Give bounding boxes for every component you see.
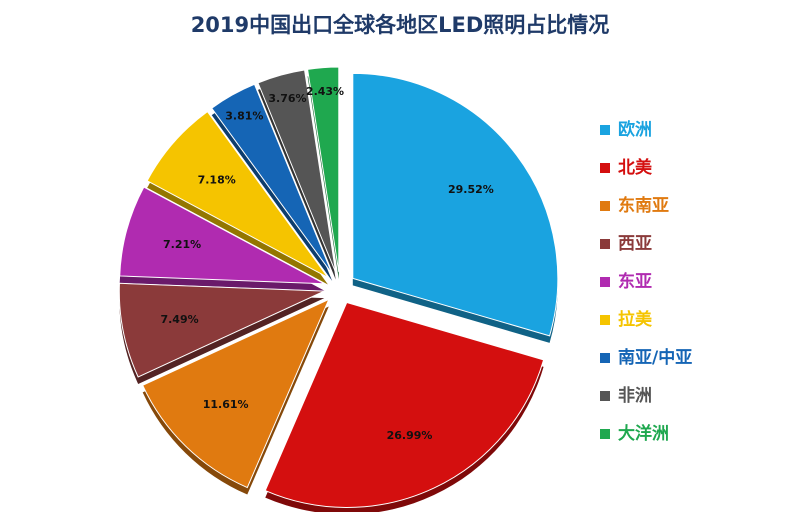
slice — [264, 301, 545, 508]
legend-label: 欧洲 — [618, 119, 652, 140]
legend-swatch — [600, 353, 610, 363]
slice — [307, 66, 340, 273]
legend-label: 拉美 — [618, 309, 653, 330]
slice — [352, 72, 559, 337]
slice — [118, 282, 325, 378]
legend-label: 大洋洲 — [618, 423, 669, 444]
legend-swatch — [600, 239, 610, 249]
legend-label: 非洲 — [618, 385, 652, 406]
value-label: 11.61% — [203, 398, 249, 411]
value-label: 7.49% — [160, 313, 198, 326]
value-label: 7.18% — [198, 174, 236, 187]
value-label: 7.21% — [163, 238, 201, 251]
legend-label: 南亚/中亚 — [618, 347, 692, 368]
legend-label: 北美 — [618, 157, 653, 178]
legend-swatch — [600, 163, 610, 173]
value-label: 3.76% — [268, 92, 306, 105]
value-label: 2.43% — [306, 85, 344, 98]
legend-label: 东南亚 — [618, 195, 669, 216]
chart-title: 2019中国出口全球各地区LED照明占比情况 — [191, 13, 610, 37]
legend-swatch — [600, 125, 610, 135]
slice — [142, 298, 330, 489]
legend-swatch — [600, 391, 610, 401]
legend-swatch — [600, 315, 610, 325]
value-label: 26.99% — [387, 429, 433, 442]
legend-label: 西亚 — [618, 234, 652, 254]
legend-label: 东亚 — [618, 271, 652, 292]
slice — [119, 186, 325, 285]
legend-swatch — [600, 277, 610, 287]
slice — [211, 83, 333, 275]
legend-swatch — [600, 429, 610, 439]
legend-swatch — [600, 201, 610, 211]
slice — [257, 69, 337, 273]
value-label: 3.81% — [225, 109, 263, 122]
slice — [146, 110, 329, 278]
value-label: 29.52% — [448, 183, 494, 196]
